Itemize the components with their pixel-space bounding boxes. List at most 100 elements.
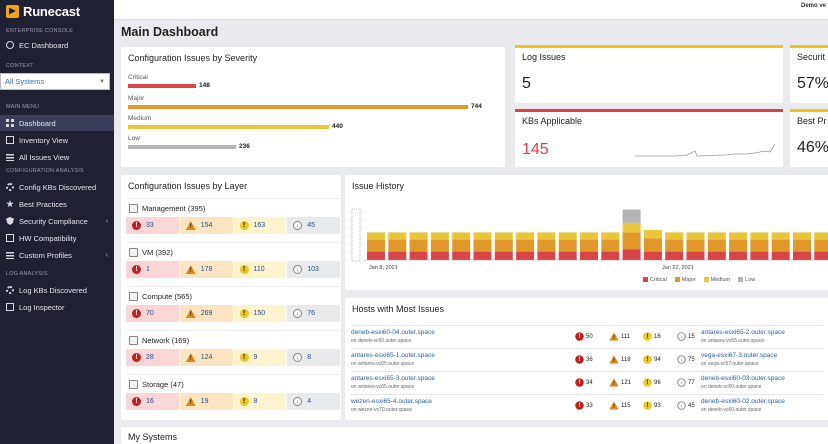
bar-segment-medium[interactable] — [494, 232, 513, 240]
bar-segment-critical[interactable] — [452, 251, 471, 260]
severity-row-medium[interactable]: Medium 440 — [128, 115, 343, 130]
low-count-cell[interactable]: ↓ 8 — [287, 349, 340, 366]
user-menu[interactable]: Demo ve — [800, 3, 826, 9]
issue-history-chart[interactable]: Jan 8, 2021 Jan 22, 2021 — [345, 175, 828, 290]
bar-segment-major[interactable] — [537, 239, 556, 252]
bar-segment-major[interactable] — [473, 239, 492, 252]
bar-segment-critical[interactable] — [793, 251, 811, 260]
bar-segment-major[interactable] — [686, 239, 705, 252]
medium-count-cell[interactable]: ! 9 — [233, 349, 287, 366]
bar-segment-medium[interactable] — [558, 232, 577, 240]
bar-segment-major[interactable] — [814, 239, 828, 252]
low-count-cell[interactable]: ↓ 76 — [287, 305, 340, 322]
layer-row[interactable]: Network (169)! 28! 124! 9 ↓ 8 — [126, 330, 341, 368]
bar-segment-critical[interactable] — [622, 249, 641, 260]
log-issues-card[interactable]: Log Issues 5 — [515, 45, 783, 103]
major-count-cell[interactable]: ! 154 — [179, 217, 233, 234]
bar-segment-critical[interactable] — [430, 251, 449, 260]
bar-segment-medium[interactable] — [793, 232, 811, 240]
low-count-cell[interactable]: ↓ 103 — [287, 261, 340, 278]
bar-segment-major[interactable] — [494, 239, 513, 252]
major-count-cell[interactable]: ! 124 — [179, 349, 233, 366]
bar-segment-major[interactable] — [729, 239, 748, 252]
host-link[interactable]: deneb-esxi60-02.outer.space — [701, 398, 785, 405]
bar-segment-major[interactable] — [601, 239, 620, 252]
sidebar-item-hw-compatibility[interactable]: HW Compatibility — [0, 230, 114, 246]
sidebar-item-inventory-view[interactable]: Inventory View — [0, 132, 114, 148]
bar-segment-critical[interactable] — [601, 251, 620, 260]
host-link[interactable]: vega-esxi67-3.outer.space — [701, 352, 778, 359]
bar-segment-critical[interactable] — [686, 251, 705, 260]
bar-segment-medium[interactable] — [707, 232, 726, 240]
bar-segment-critical[interactable] — [537, 251, 556, 260]
bar-segment-critical[interactable] — [516, 251, 535, 260]
sidebar-item-dashboard[interactable]: Dashboard — [0, 115, 114, 131]
critical-count-cell[interactable]: ! 28 — [126, 349, 179, 366]
critical-count-cell[interactable]: ! 16 — [126, 393, 179, 410]
bar-segment-critical[interactable] — [814, 251, 828, 260]
host-link[interactable]: deneb-esxi60-04.outer.space — [351, 329, 435, 336]
sidebar-item-custom-profiles[interactable]: Custom Profiles ‹ — [0, 247, 114, 263]
bar-segment-major[interactable] — [580, 239, 598, 252]
critical-count-cell[interactable]: ! 1 — [126, 261, 179, 278]
bar-segment-medium[interactable] — [729, 232, 748, 240]
bar-segment-critical[interactable] — [643, 251, 662, 260]
bar-segment-critical[interactable] — [580, 251, 598, 260]
sidebar-item-security-compliance[interactable]: Security Compliance ‹ — [0, 213, 114, 229]
critical-count-cell[interactable]: ! 33 — [126, 217, 179, 234]
bar-segment-medium[interactable] — [537, 232, 556, 240]
bar-segment-major[interactable] — [430, 239, 449, 252]
bar-segment-critical[interactable] — [409, 251, 428, 260]
host-link[interactable]: antares-esxi65-1.outer.space — [351, 352, 435, 359]
bar-segment-critical[interactable] — [750, 251, 769, 260]
bar-segment-medium[interactable] — [409, 232, 428, 240]
bar-segment-critical[interactable] — [729, 251, 748, 260]
layer-row[interactable]: VM (392)! 1! 178! 110 ↓ 103 — [126, 242, 341, 280]
bar-segment-medium[interactable] — [771, 232, 790, 240]
low-count-cell[interactable]: ↓ 45 — [287, 217, 340, 234]
bar-segment-major[interactable] — [750, 239, 769, 252]
bar-segment-critical[interactable] — [494, 251, 513, 260]
host-link[interactable]: deneb-esxi60-03.outer.space — [701, 375, 785, 382]
bar-segment-critical[interactable] — [771, 251, 790, 260]
bar-segment-critical[interactable] — [388, 251, 407, 260]
context-select[interactable]: All Systems ▼ — [0, 73, 110, 90]
major-count-cell[interactable]: ! 19 — [179, 393, 233, 410]
bar-segment-medium[interactable] — [686, 232, 705, 240]
bar-segment-major[interactable] — [665, 239, 684, 252]
bar-segment-medium[interactable] — [601, 232, 620, 240]
sidebar-item-log-kbs[interactable]: Log KBs Discovered — [0, 282, 114, 298]
host-link[interactable]: antares-esxi65-3.outer.space — [351, 375, 435, 382]
bar-segment-critical[interactable] — [665, 251, 684, 260]
layer-row[interactable]: Storage (47)! 16! 19! 8 ↓ 4 — [126, 374, 341, 412]
bar-segment-medium[interactable] — [388, 232, 407, 240]
brand[interactable]: Runecast — [0, 0, 114, 22]
host-link[interactable]: wezen-esxi65-4.outer.space — [351, 398, 432, 405]
severity-row-critical[interactable]: Critical 148 — [128, 74, 210, 89]
bar-segment-low[interactable] — [622, 209, 641, 223]
bar-segment-major[interactable] — [516, 239, 535, 252]
severity-row-low[interactable]: Low 236 — [128, 135, 250, 150]
bar-segment-major[interactable] — [558, 239, 577, 252]
bar-segment-major[interactable] — [643, 238, 662, 252]
medium-count-cell[interactable]: ! 8 — [233, 393, 287, 410]
low-count-cell[interactable]: ↓ 4 — [287, 393, 340, 410]
medium-count-cell[interactable]: ! 110 — [233, 261, 287, 278]
bar-segment-medium[interactable] — [814, 232, 828, 240]
bar-segment-major[interactable] — [771, 239, 790, 252]
host-link[interactable]: antares-esxi65-2.outer.space — [701, 329, 785, 336]
bar-segment-critical[interactable] — [558, 251, 577, 260]
medium-count-cell[interactable]: ! 150 — [233, 305, 287, 322]
bar-segment-major[interactable] — [793, 239, 811, 252]
bar-segment-critical[interactable] — [707, 251, 726, 260]
bar-segment-medium[interactable] — [452, 232, 471, 240]
bar-segment-major[interactable] — [388, 239, 407, 252]
layer-row[interactable]: Compute (565)! 70! 269! 150 ↓ 76 — [126, 286, 341, 324]
sidebar-item-ec-dashboard[interactable]: EC Dashboard — [0, 37, 114, 53]
bar-segment-major[interactable] — [707, 239, 726, 252]
critical-count-cell[interactable]: ! 70 — [126, 305, 179, 322]
bar-segment-medium[interactable] — [430, 232, 449, 240]
bar-segment-major[interactable] — [452, 239, 471, 252]
best-practices-card[interactable]: Best Pr 46% — [790, 109, 828, 167]
bar-segment-major[interactable] — [622, 232, 641, 250]
